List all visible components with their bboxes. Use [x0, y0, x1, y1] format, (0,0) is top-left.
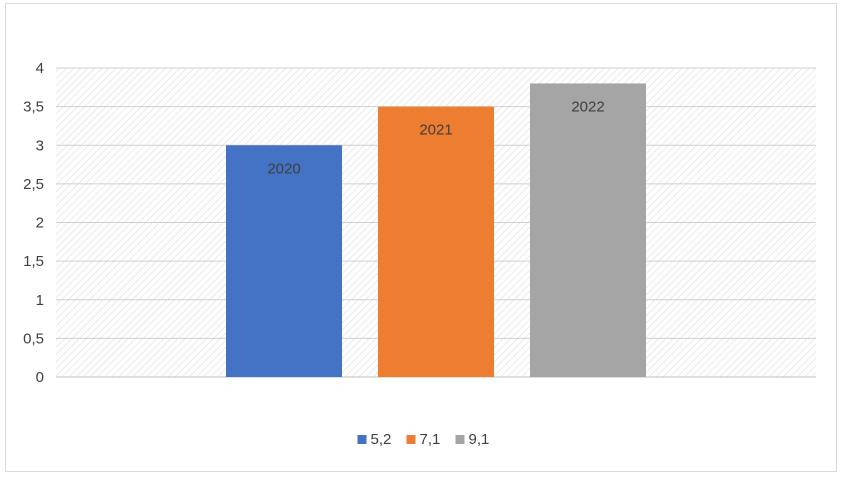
legend-swatch: [406, 435, 416, 444]
y-tick-label: 2: [36, 215, 44, 232]
y-tick-label: 1: [36, 292, 44, 309]
bar-2021: [378, 106, 494, 377]
y-axis-tick-labels: 0 0,5 1 1,5 2 2,5 3 3,5 4: [23, 60, 44, 386]
y-tick-label: 0,5: [23, 330, 44, 347]
data-labels: 2020 2021 2022: [267, 98, 604, 177]
legend-label: 9,1: [469, 431, 490, 448]
legend-label: 5,2: [371, 431, 392, 448]
y-tick-label: 1,5: [23, 253, 44, 270]
bar-2022: [530, 83, 646, 377]
data-label-2022: 2022: [571, 98, 604, 115]
y-tick-label: 3: [36, 137, 44, 154]
bar-2020: [226, 145, 342, 377]
y-tick-label: 0: [36, 369, 44, 386]
legend-swatch: [357, 435, 367, 444]
legend-swatch: [455, 435, 465, 444]
bars: [226, 83, 646, 377]
data-label-2021: 2021: [419, 122, 452, 139]
y-tick-label: 4: [36, 60, 44, 77]
legend: 5,2 7,1 9,1: [357, 431, 490, 448]
data-label-2020: 2020: [267, 160, 300, 177]
y-tick-label: 2,5: [23, 176, 44, 193]
y-tick-label: 3,5: [23, 99, 44, 116]
legend-label: 7,1: [420, 431, 441, 448]
